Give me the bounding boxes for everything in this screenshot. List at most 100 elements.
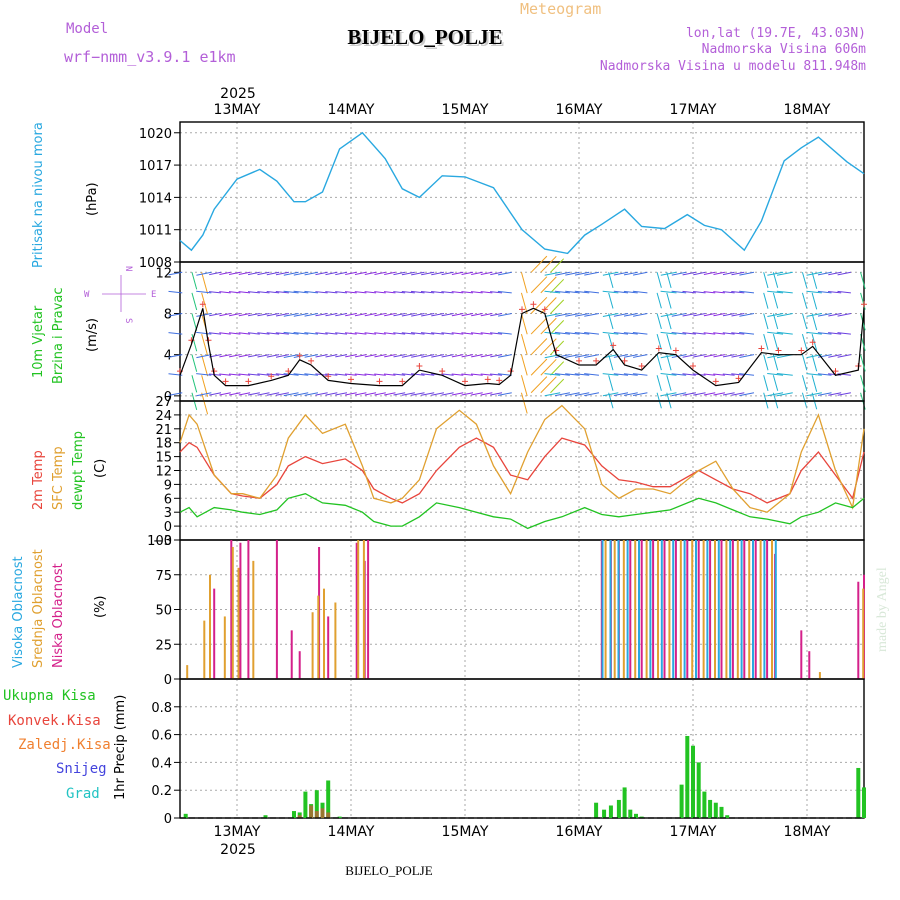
wind-arrow (325, 291, 338, 294)
y-tick-label: 0 (164, 520, 172, 535)
t2m-label: 2m Temp (31, 450, 46, 510)
wind-arrow (811, 272, 818, 289)
gust-marker (638, 362, 645, 369)
wind-arrow (196, 373, 212, 376)
wind-arrow (660, 312, 677, 317)
gust-marker (285, 368, 292, 375)
wind-arrow (731, 392, 745, 396)
wind-arrow (266, 291, 280, 294)
wind-arrow (540, 358, 557, 376)
wind-arrow (811, 375, 818, 392)
wind-arrow (703, 392, 716, 396)
wind-arrow (584, 392, 600, 397)
y-tick-label: 0 (164, 390, 172, 405)
wind-arrow (315, 271, 328, 276)
wind-arrow (772, 272, 779, 288)
wind-arrow (480, 332, 493, 335)
wind-arrow (315, 291, 328, 294)
wind-arrow (304, 312, 319, 317)
precip-total-bar (725, 815, 730, 818)
gust-marker (308, 357, 315, 364)
wind-arrow (248, 392, 260, 396)
wind-arrow (828, 271, 842, 276)
wind-arrow (544, 373, 561, 376)
wind-arrow (480, 354, 493, 358)
wind-arrow (275, 392, 289, 396)
wind-arrow (763, 333, 769, 350)
watermark: made by Angel (875, 567, 890, 652)
wind-arrow (229, 392, 241, 396)
wind-arrow (613, 312, 629, 317)
temp-unit: (C) (93, 459, 108, 478)
wind-arrow (530, 317, 548, 335)
wind-arrow (196, 354, 212, 359)
y-tick-label: 15 (155, 451, 172, 466)
wind-arrow (602, 312, 619, 317)
wind-arrow (344, 291, 357, 294)
wind-arrow (228, 332, 241, 335)
wind-arrow (410, 332, 425, 335)
wind-arrow (431, 291, 444, 294)
gust-marker (268, 373, 275, 380)
wind-arrow (191, 292, 198, 311)
wind-arrow (283, 290, 299, 294)
cloud-high-label: Visoka Oblacnost (11, 556, 26, 668)
gust-marker (222, 378, 229, 385)
precip-total-bar (856, 767, 861, 818)
footer-station: BIJELO_POLJE (345, 863, 432, 878)
wind-arrow (633, 354, 648, 358)
wind-arrow (806, 373, 822, 376)
wind-arrow (828, 392, 842, 396)
wind-arrow (703, 373, 716, 376)
precip-total-bar (685, 735, 690, 818)
gust-marker (348, 376, 354, 383)
wind-arrow (248, 354, 260, 358)
wind-arrow (671, 373, 687, 376)
wind-arrow (470, 373, 483, 376)
wind-arrow (530, 376, 548, 394)
gust-marker (655, 345, 662, 352)
wind-arrow (315, 354, 328, 358)
wind-arrow (739, 392, 755, 397)
gust-marker (832, 368, 839, 375)
wind-arrow (490, 373, 503, 376)
precip-conv-bar (309, 805, 314, 818)
wind-arrow (671, 392, 687, 397)
wind-compass: N S W E (84, 266, 156, 323)
gust-marker (399, 378, 406, 385)
wind-arrow (304, 354, 319, 358)
wind-arrow (682, 332, 696, 335)
wind-arrow (480, 373, 493, 376)
precip-total-bar (679, 784, 684, 818)
wind-arrow (660, 271, 677, 276)
wind-arrow (201, 292, 209, 315)
lonlat-text: lon,lat (19.7E, 43.03N) (686, 26, 866, 41)
wind-arrow (722, 291, 735, 294)
top-day-labels: 13MAY 14MAY 15MAY 16MAY 17MAY 18MAY (214, 102, 831, 118)
wind-arrow (682, 373, 696, 376)
wind-arrow (345, 392, 357, 396)
wind-arrow (168, 354, 183, 358)
wind-arrow (208, 332, 222, 335)
wind-arrow (421, 312, 435, 317)
wind-arrow (168, 312, 183, 317)
panel-pressure: 1008 1011 1014 1017 1020 (139, 121, 865, 271)
wind-arrow (293, 312, 309, 317)
wind-arrow (384, 271, 396, 275)
wind-arrow (530, 338, 548, 356)
wind-arrow (411, 312, 425, 317)
wind-arrow (266, 392, 280, 396)
y-tick-label: 12 (155, 465, 172, 480)
wind-arrow (520, 333, 528, 355)
wind-arrow (421, 271, 435, 276)
wind-arrow (806, 271, 822, 276)
wind-arrow (257, 373, 270, 376)
wind-arrow (168, 271, 183, 276)
wind-arrow (801, 375, 808, 391)
wind-arrow (471, 354, 483, 358)
wind-arrow (393, 373, 406, 376)
wind-arrow (293, 332, 309, 335)
wind-arrow (315, 332, 328, 335)
wind-arrow (763, 313, 769, 330)
wind-arrow (693, 291, 706, 294)
